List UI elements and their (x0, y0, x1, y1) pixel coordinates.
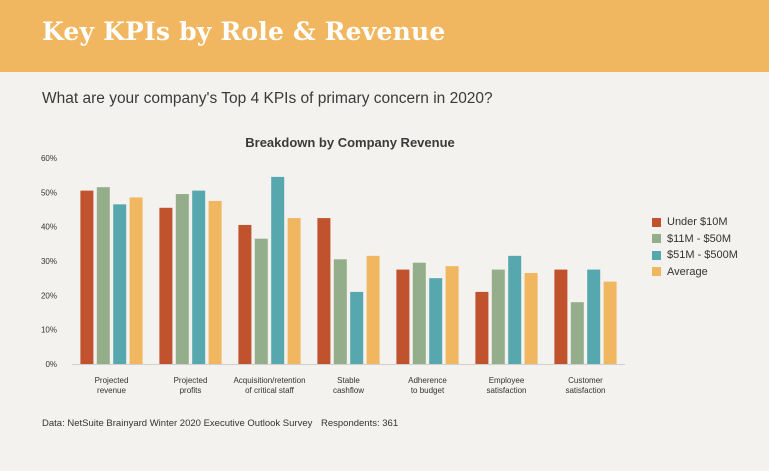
x-tick-label: Customer (568, 376, 603, 385)
x-tick-label: satisfaction (486, 386, 526, 395)
bar-2-2 (175, 194, 189, 364)
bar-2-3 (192, 190, 206, 364)
x-tick-label: Stable (337, 376, 360, 385)
bar-5-4 (445, 266, 459, 364)
x-tick-label: profits (180, 386, 202, 395)
chart-legend: Under $10M $11M - $50M $51M - $500M Average (652, 214, 738, 280)
x-tick-label: Adherence (408, 376, 447, 385)
x-tick-label: to budget (411, 386, 445, 395)
bar-4-4 (366, 255, 380, 364)
y-tick-label: 30% (41, 257, 57, 266)
survey-question: What are your company's Top 4 KPIs of pr… (42, 90, 493, 107)
x-tick-label: Employee (489, 376, 525, 385)
legend-label: Average (667, 265, 708, 278)
respondents-text: Respondents: 361 (321, 418, 399, 429)
y-tick-label: 0% (45, 360, 57, 369)
legend-swatch (652, 267, 661, 277)
bar-5-3 (429, 278, 443, 364)
legend-swatch (652, 217, 661, 227)
chart-title: Breakdown by Company Revenue (245, 135, 455, 150)
x-tick-label: Projected (95, 376, 129, 385)
y-tick-label: 10% (41, 326, 57, 335)
bar-4-3 (350, 291, 364, 364)
bar-6-4 (524, 273, 538, 364)
bar-3-3 (271, 176, 285, 364)
page-title: Key KPIs by Role & Revenue (42, 17, 446, 46)
bar-4-2 (333, 259, 347, 364)
x-tick-label: revenue (97, 386, 126, 395)
legend-item: Under $10M (652, 214, 738, 231)
bar-6-2 (491, 269, 505, 364)
x-tick-label: satisfaction (565, 386, 605, 395)
legend-swatch (652, 250, 661, 260)
bar-7-3 (587, 269, 601, 364)
bar-3-2 (254, 238, 268, 364)
source-note: Data: NetSuite Brainyard Winter 2020 Exe… (42, 418, 404, 429)
bar-1-1 (80, 190, 94, 364)
legend-item: $11M - $50M (652, 231, 738, 248)
y-tick-label: 50% (41, 188, 57, 197)
x-tick-label: cashflow (333, 386, 364, 395)
bar-1-4 (129, 197, 143, 364)
source-text: Data: NetSuite Brainyard Winter 2020 Exe… (42, 418, 313, 429)
x-tick-label: Projected (174, 376, 208, 385)
legend-label: Under $10M (667, 216, 728, 229)
bar-7-2 (570, 302, 584, 364)
bar-2-4 (208, 200, 222, 364)
legend-label: $51M - $500M (667, 249, 738, 262)
y-tick-label: 60% (41, 154, 57, 163)
bar-6-3 (508, 255, 522, 364)
legend-label: $11M - $50M (667, 232, 731, 245)
bar-1-2 (96, 187, 110, 364)
bar-1-3 (113, 204, 127, 364)
header-banner: Key KPIs by Role & Revenue (0, 0, 769, 72)
legend-swatch (652, 234, 661, 244)
bar-2-1 (159, 207, 173, 364)
bar-7-1 (554, 269, 568, 364)
bar-4-1 (317, 218, 331, 364)
bar-5-2 (412, 262, 426, 364)
bar-3-4 (287, 218, 301, 364)
legend-item: Average (652, 264, 738, 281)
legend-item: $51M - $500M (652, 247, 738, 264)
x-tick-label: of critical staff (245, 386, 295, 395)
y-tick-label: 40% (41, 223, 57, 232)
bar-7-4 (603, 281, 617, 364)
y-tick-label: 20% (41, 291, 57, 300)
bar-6-1 (475, 291, 489, 364)
bar-3-1 (238, 224, 252, 364)
bar-5-1 (396, 269, 410, 364)
x-tick-label: Acquisition/retention (233, 376, 305, 385)
